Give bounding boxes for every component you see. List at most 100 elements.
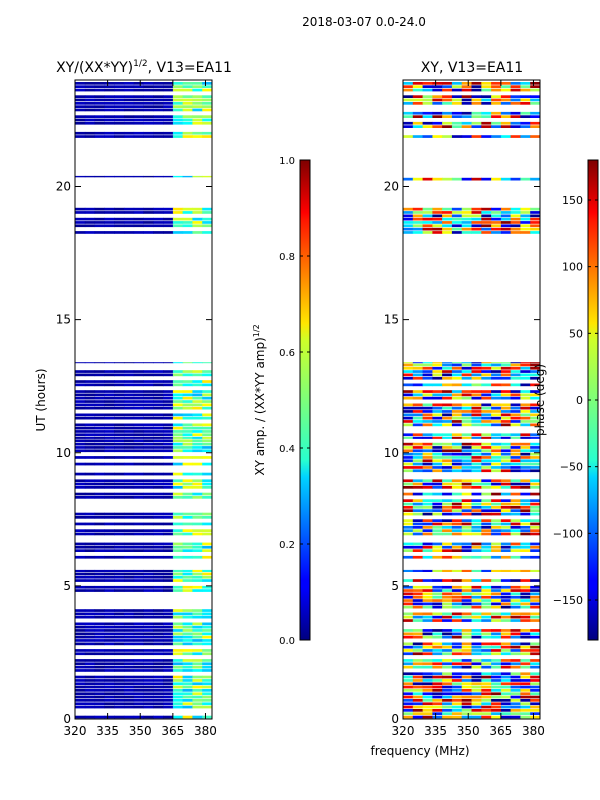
heatmap-cell bbox=[530, 702, 541, 706]
heatmap-cell bbox=[451, 403, 463, 407]
heatmap-cell bbox=[500, 469, 512, 473]
heatmap-cell bbox=[471, 462, 482, 466]
heatmap-cell bbox=[172, 426, 184, 430]
heatmap-cell bbox=[94, 486, 105, 489]
heatmap-cell bbox=[133, 669, 144, 672]
heatmap-cell bbox=[530, 366, 541, 370]
heatmap-cell bbox=[510, 692, 521, 696]
heatmap-cell bbox=[451, 177, 463, 181]
heatmap-cell bbox=[510, 482, 521, 486]
heatmap-cell bbox=[412, 689, 424, 692]
heatmap-cell bbox=[123, 456, 135, 459]
heatmap-cell bbox=[510, 217, 521, 221]
heatmap-cell bbox=[182, 400, 193, 403]
heatmap-cell bbox=[491, 589, 502, 592]
heatmap-cell bbox=[432, 446, 443, 449]
heatmap-cell bbox=[530, 95, 541, 98]
heatmap-cell bbox=[202, 516, 213, 519]
heatmap-cell bbox=[94, 682, 105, 686]
heatmap-cell bbox=[163, 406, 174, 410]
heatmap-cell bbox=[123, 221, 135, 224]
heatmap-cell bbox=[451, 390, 463, 393]
heatmap-cell bbox=[471, 709, 482, 712]
heatmap-cell bbox=[510, 499, 521, 502]
heatmap-cell bbox=[202, 532, 213, 536]
y-tick-label: 5 bbox=[391, 579, 399, 593]
y-tick-label: 15 bbox=[384, 313, 399, 327]
heatmap-cell bbox=[133, 423, 144, 427]
heatmap-cell bbox=[75, 85, 86, 88]
heatmap-cell bbox=[114, 555, 125, 559]
heatmap-cell bbox=[412, 420, 424, 423]
heatmap-cell bbox=[104, 439, 115, 443]
heatmap-cell bbox=[114, 642, 125, 646]
heatmap-cell bbox=[471, 715, 482, 719]
heatmap-cell bbox=[491, 135, 502, 138]
heatmap-cell bbox=[432, 115, 443, 118]
heatmap-cell bbox=[153, 542, 164, 546]
heatmap-cell bbox=[94, 549, 105, 552]
heatmap-cell bbox=[432, 436, 443, 439]
heatmap-cell bbox=[500, 602, 512, 606]
heatmap-cell bbox=[500, 449, 512, 453]
heatmap-cell bbox=[520, 659, 531, 662]
heatmap-cell bbox=[520, 665, 531, 669]
heatmap-cell bbox=[163, 403, 174, 407]
heatmap-cell bbox=[172, 436, 184, 439]
heatmap-cell bbox=[192, 569, 203, 572]
heatmap-cell bbox=[163, 635, 174, 639]
heatmap-cell bbox=[422, 410, 433, 413]
heatmap-cell bbox=[422, 482, 433, 486]
heatmap-cell bbox=[163, 108, 174, 112]
heatmap-cell bbox=[471, 665, 482, 669]
heatmap-cell bbox=[412, 82, 424, 85]
heatmap-cell bbox=[153, 479, 164, 483]
heatmap-cell bbox=[172, 430, 184, 433]
heatmap-cell bbox=[471, 675, 482, 679]
heatmap-cell bbox=[192, 662, 203, 666]
heatmap-cell bbox=[75, 486, 86, 489]
heatmap-cell bbox=[94, 430, 105, 433]
heatmap-cell bbox=[491, 452, 502, 456]
heatmap-cell bbox=[143, 413, 154, 417]
heatmap-cell bbox=[461, 423, 472, 427]
heatmap-cell bbox=[510, 416, 521, 420]
heatmap-cell bbox=[491, 383, 502, 387]
heatmap-cell bbox=[412, 682, 424, 686]
heatmap-cell bbox=[143, 370, 154, 373]
heatmap-cell bbox=[442, 370, 453, 373]
heatmap-cell bbox=[510, 469, 521, 473]
heatmap-cell bbox=[114, 416, 125, 420]
heatmap-cell bbox=[510, 486, 521, 489]
heatmap-cell bbox=[75, 579, 86, 582]
heatmap-cell bbox=[500, 231, 512, 234]
heatmap-cell bbox=[104, 575, 115, 579]
heatmap-cell bbox=[172, 224, 184, 228]
heatmap-cell bbox=[123, 569, 135, 572]
colorbar-tick-label: −150 bbox=[553, 594, 583, 607]
heatmap-cell bbox=[471, 549, 482, 552]
heatmap-cell bbox=[84, 632, 96, 636]
heatmap-cell bbox=[403, 88, 414, 92]
heatmap-cell bbox=[114, 649, 125, 652]
heatmap-cell bbox=[172, 629, 184, 632]
heatmap-cell bbox=[510, 522, 521, 526]
heatmap-cell bbox=[75, 362, 86, 364]
heatmap-cell bbox=[491, 635, 502, 639]
heatmap-cell bbox=[422, 659, 433, 662]
heatmap-cell bbox=[143, 390, 154, 393]
heatmap-cell bbox=[500, 486, 512, 489]
heatmap-cell bbox=[192, 211, 203, 214]
heatmap-cell bbox=[75, 118, 86, 122]
heatmap-cell bbox=[442, 702, 453, 706]
heatmap-cell bbox=[442, 532, 453, 536]
heatmap-cell bbox=[451, 649, 463, 652]
heatmap-cell bbox=[432, 420, 443, 423]
heatmap-cell bbox=[172, 522, 184, 526]
heatmap-cell bbox=[75, 682, 86, 686]
heatmap-cell bbox=[403, 635, 414, 639]
heatmap-cell bbox=[520, 532, 531, 536]
heatmap-cell bbox=[481, 589, 492, 592]
heatmap-cell bbox=[461, 509, 472, 512]
heatmap-cell bbox=[510, 121, 521, 125]
